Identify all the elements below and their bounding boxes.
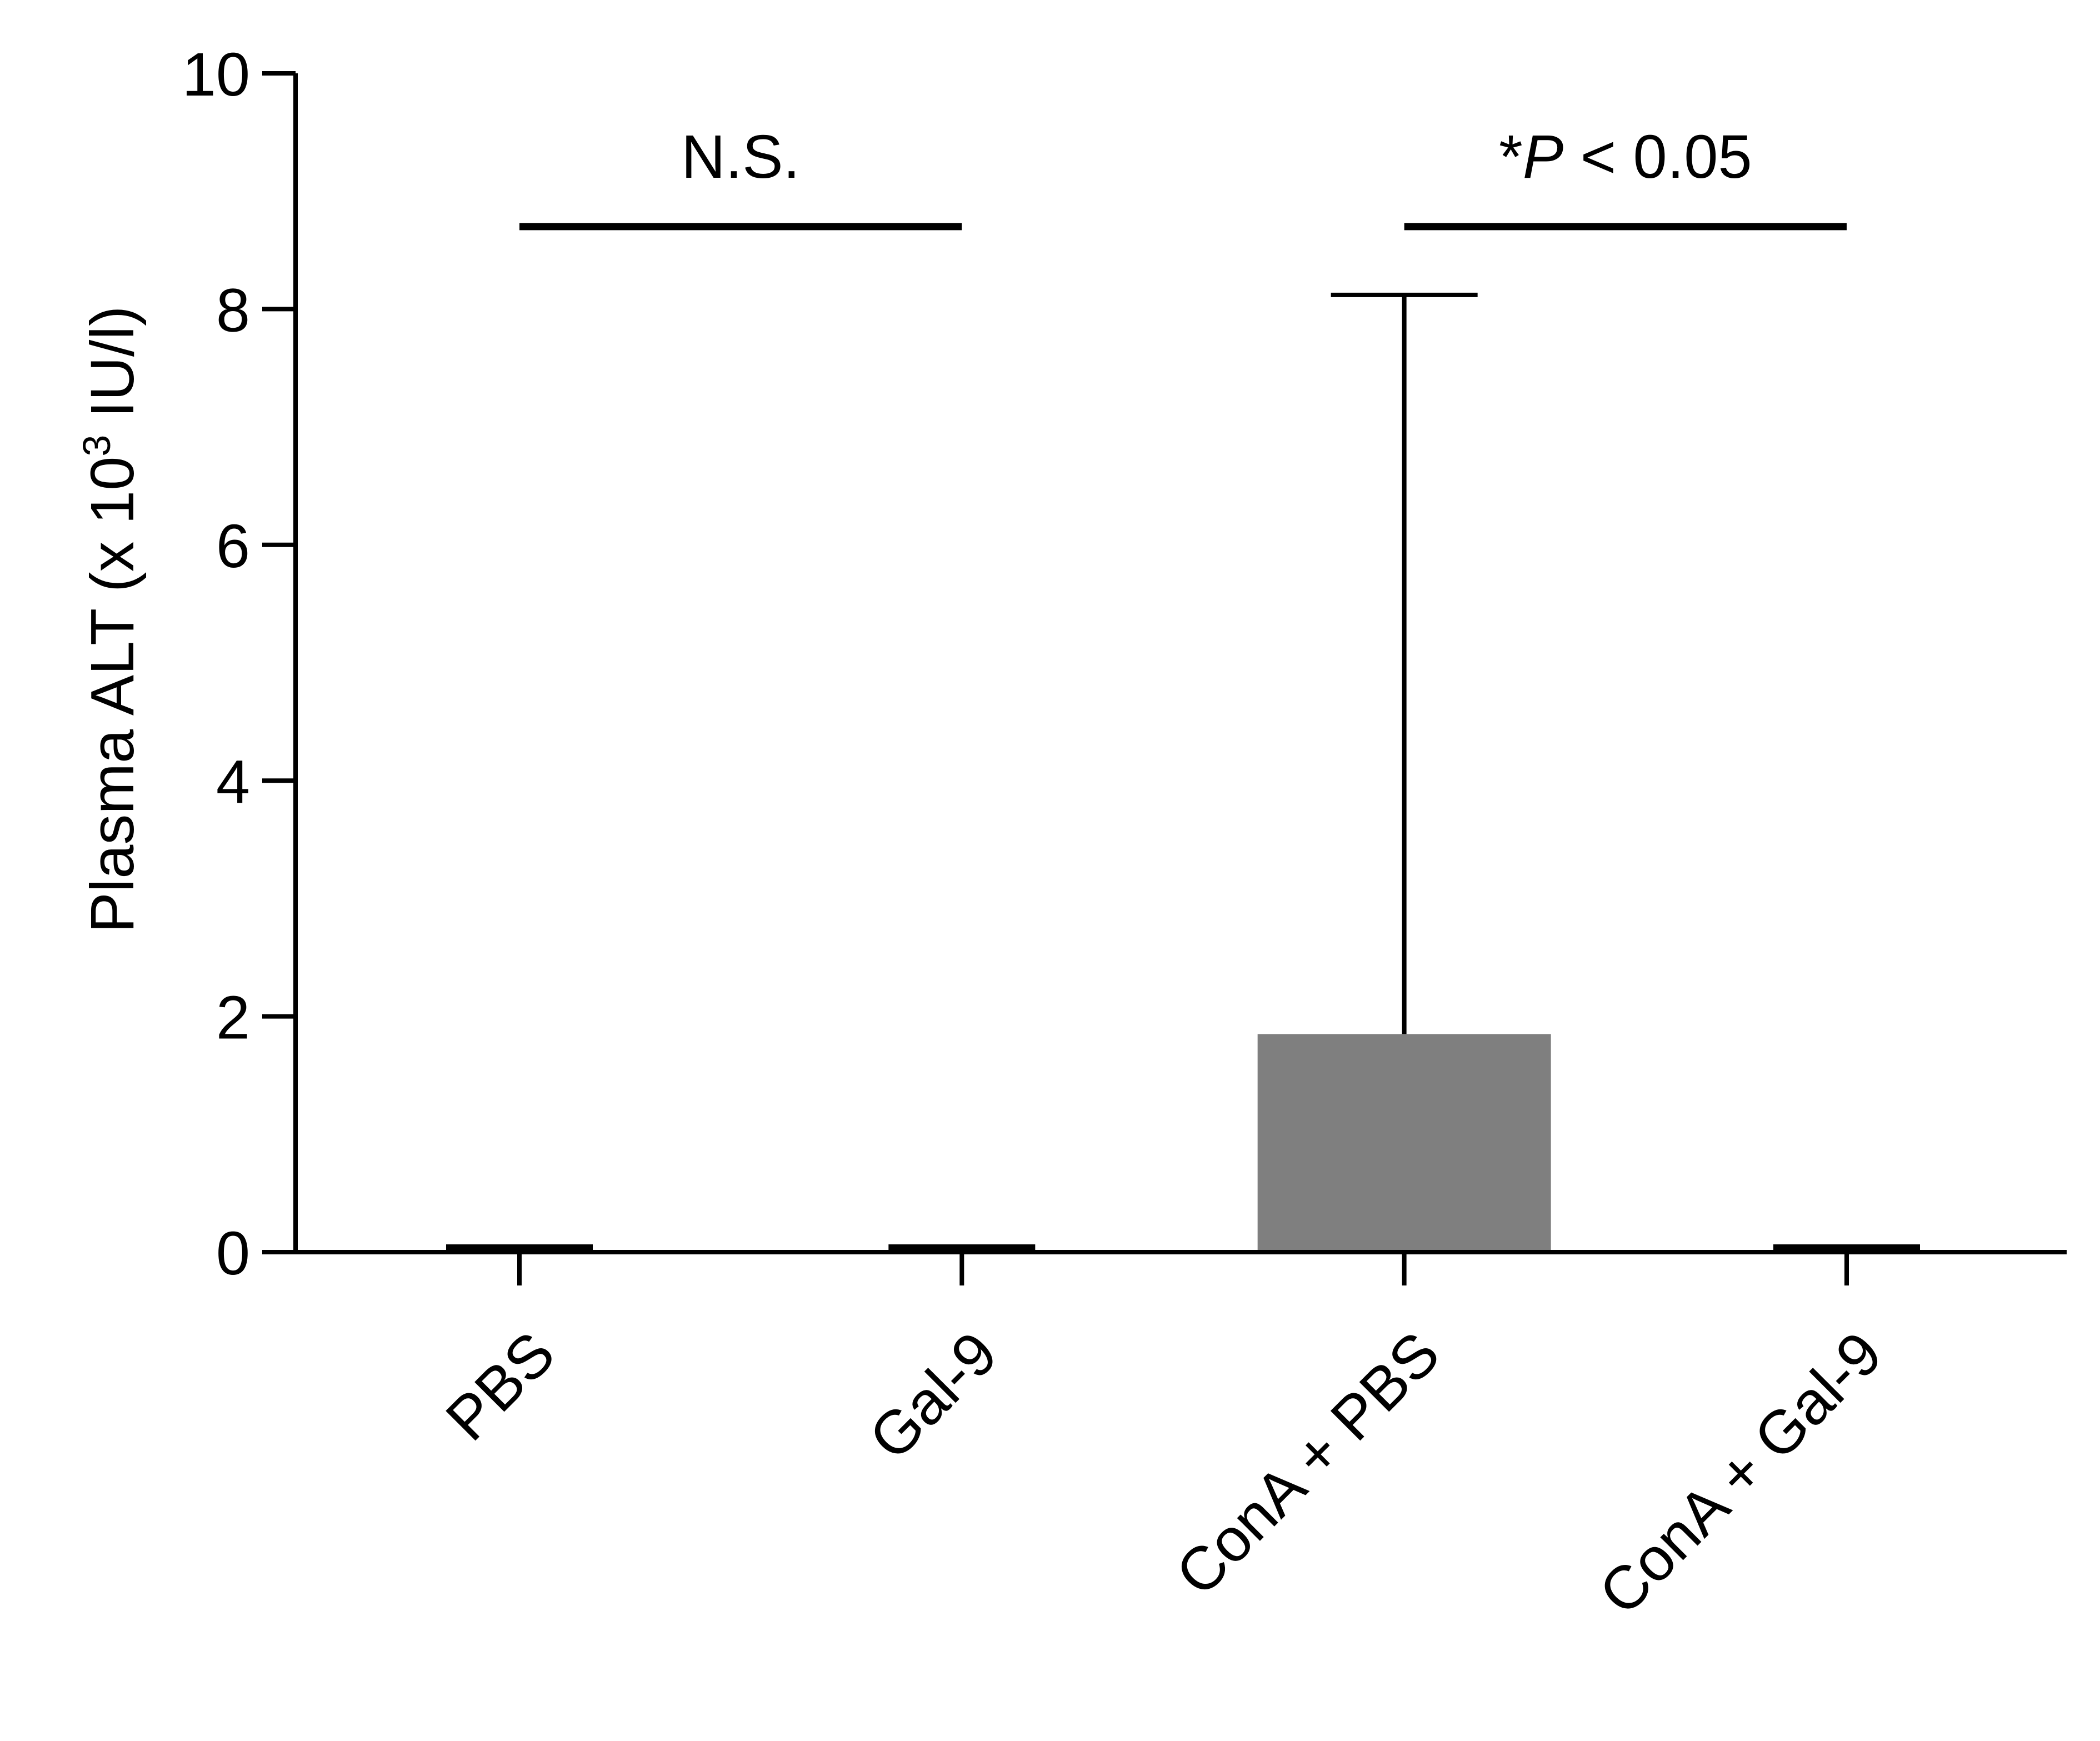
y-axis-title: Plasma ALT (x 103 IU/l) (75, 306, 147, 933)
significance-label-0: N.S. (681, 123, 800, 191)
y-tick-label-2: 4 (216, 748, 250, 816)
y-tick-label-0: 0 (216, 1219, 250, 1288)
axes-layer (262, 71, 2067, 1285)
bar-1 (888, 1244, 1036, 1250)
significance-label-1: *P < 0.05 (1499, 123, 1752, 191)
significance-layer: N.S. *P < 0.05 (519, 123, 1847, 231)
y-tick-label-5: 10 (182, 41, 250, 109)
y-axis-title-suffix: IU/l) (78, 306, 147, 434)
bar-2 (1257, 1034, 1551, 1252)
bars-layer (446, 1034, 1920, 1252)
error-bars-layer (1331, 292, 1478, 1034)
bar-3 (1773, 1244, 1920, 1250)
y-axis-title-superscript: 3 (75, 435, 118, 457)
y-tick-label-3: 6 (216, 512, 250, 581)
y-tick-label-1: 2 (216, 984, 250, 1052)
y-tick-label-4: 8 (216, 276, 250, 344)
x-category-label-2: ConA + PBS (1163, 1319, 1453, 1609)
bar-0 (446, 1244, 593, 1250)
x-category-label-1: Gal-9 (856, 1319, 1010, 1473)
x-category-label-0: PBS (433, 1319, 568, 1454)
labels-layer: 0 2 4 6 8 10 PBS Gal-9 ConA + PBS ConA + Gal-9 (182, 41, 1895, 1628)
x-category-label-3: ConA + Gal-9 (1586, 1319, 1895, 1628)
y-axis-title-prefix: Plasma ALT (x 10 (78, 457, 147, 933)
